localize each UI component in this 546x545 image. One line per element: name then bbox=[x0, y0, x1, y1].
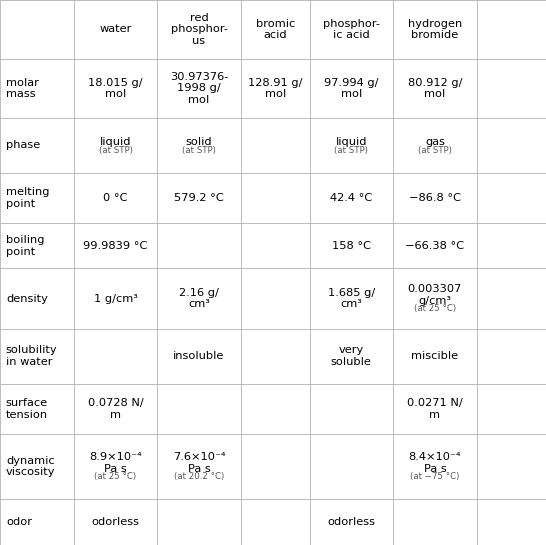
Text: 2.16 g/
cm³: 2.16 g/ cm³ bbox=[179, 288, 219, 310]
Text: 0.0728 N/
m: 0.0728 N/ m bbox=[87, 398, 144, 420]
Text: miscible: miscible bbox=[411, 351, 459, 361]
Text: solubility
in water: solubility in water bbox=[6, 346, 57, 367]
Text: odorless: odorless bbox=[92, 517, 139, 527]
Text: 97.994 g/
mol: 97.994 g/ mol bbox=[324, 77, 378, 99]
Text: 579.2 °C: 579.2 °C bbox=[174, 193, 224, 203]
Text: 7.6×10⁻⁴
Pa s: 7.6×10⁻⁴ Pa s bbox=[173, 452, 225, 474]
Text: 8.4×10⁻⁴
Pa s: 8.4×10⁻⁴ Pa s bbox=[408, 452, 461, 474]
Text: 99.9839 °C: 99.9839 °C bbox=[84, 241, 147, 251]
Text: (at STP): (at STP) bbox=[334, 146, 369, 155]
Text: 18.015 g/
mol: 18.015 g/ mol bbox=[88, 77, 143, 99]
Text: (at 25 °C): (at 25 °C) bbox=[414, 305, 456, 313]
Text: water: water bbox=[99, 25, 132, 34]
Text: liquid: liquid bbox=[336, 137, 367, 147]
Text: 1 g/cm³: 1 g/cm³ bbox=[93, 294, 138, 304]
Text: 128.91 g/
mol: 128.91 g/ mol bbox=[248, 77, 302, 99]
Text: surface
tension: surface tension bbox=[6, 398, 48, 420]
Text: hydrogen
bromide: hydrogen bromide bbox=[408, 19, 462, 40]
Text: (at −75 °C): (at −75 °C) bbox=[410, 473, 460, 481]
Text: 80.912 g/
mol: 80.912 g/ mol bbox=[408, 77, 462, 99]
Text: (at STP): (at STP) bbox=[98, 146, 133, 155]
Text: (at STP): (at STP) bbox=[182, 146, 216, 155]
Text: −66.38 °C: −66.38 °C bbox=[405, 241, 465, 251]
Text: 42.4 °C: 42.4 °C bbox=[330, 193, 372, 203]
Text: solid: solid bbox=[186, 137, 212, 147]
Text: phosphor-
ic acid: phosphor- ic acid bbox=[323, 19, 380, 40]
Text: 1.685 g/
cm³: 1.685 g/ cm³ bbox=[328, 288, 375, 310]
Text: 0 °C: 0 °C bbox=[103, 193, 128, 203]
Text: 0.003307
g/cm³: 0.003307 g/cm³ bbox=[408, 284, 462, 306]
Text: liquid: liquid bbox=[100, 137, 131, 147]
Text: odorless: odorless bbox=[328, 517, 375, 527]
Text: molar
mass: molar mass bbox=[6, 77, 39, 99]
Text: insoluble: insoluble bbox=[173, 351, 225, 361]
Text: odor: odor bbox=[6, 517, 32, 527]
Text: red
phosphor-
us: red phosphor- us bbox=[170, 13, 228, 46]
Text: phase: phase bbox=[6, 140, 40, 150]
Text: density: density bbox=[6, 294, 48, 304]
Text: 0.0271 N/
m: 0.0271 N/ m bbox=[407, 398, 463, 420]
Text: dynamic
viscosity: dynamic viscosity bbox=[6, 456, 55, 477]
Text: very
soluble: very soluble bbox=[331, 346, 372, 367]
Text: −86.8 °C: −86.8 °C bbox=[409, 193, 461, 203]
Text: bromic
acid: bromic acid bbox=[256, 19, 295, 40]
Text: 30.97376-
1998 g/
mol: 30.97376- 1998 g/ mol bbox=[170, 72, 228, 105]
Text: (at 20.2 °C): (at 20.2 °C) bbox=[174, 473, 224, 481]
Text: melting
point: melting point bbox=[6, 187, 49, 209]
Text: boiling
point: boiling point bbox=[6, 235, 44, 257]
Text: (at STP): (at STP) bbox=[418, 146, 452, 155]
Text: 158 °C: 158 °C bbox=[332, 241, 371, 251]
Text: gas: gas bbox=[425, 137, 445, 147]
Text: (at 25 °C): (at 25 °C) bbox=[94, 473, 136, 481]
Text: 8.9×10⁻⁴
Pa s: 8.9×10⁻⁴ Pa s bbox=[89, 452, 142, 474]
